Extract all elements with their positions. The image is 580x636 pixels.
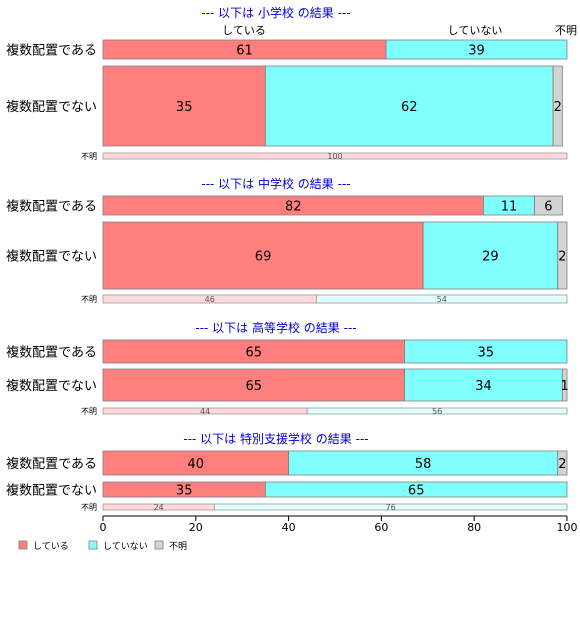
- data-label: 61: [236, 44, 253, 59]
- bar-segment: [306, 407, 568, 415]
- bar-segment: [102, 450, 290, 476]
- panel-title: --- 以下は 高等学校 の結果 ---: [195, 320, 356, 335]
- data-label: 2: [558, 250, 566, 265]
- x-tick-label: 40: [282, 521, 296, 534]
- bar-segment: [422, 221, 559, 290]
- bar-segment: [316, 294, 568, 304]
- legend-swatch: [88, 540, 98, 550]
- data-label: 65: [408, 484, 425, 499]
- data-label: 24: [154, 503, 164, 512]
- x-tick-label: 0: [100, 521, 107, 534]
- legend-label: していない: [103, 541, 148, 552]
- data-label: 34: [475, 379, 492, 394]
- data-label: 35: [176, 100, 193, 115]
- data-label: 65: [246, 346, 263, 361]
- data-label: 40: [188, 457, 205, 472]
- x-tick-label: 60: [374, 521, 388, 534]
- bar-segment: [404, 368, 563, 402]
- bar-segment: [561, 368, 568, 402]
- row-label: 複数配置でない: [6, 378, 97, 394]
- data-label: 35: [478, 346, 495, 361]
- data-label: 2: [558, 457, 566, 472]
- x-tick-label: 80: [467, 521, 481, 534]
- data-label: 82: [285, 200, 302, 215]
- row-label: 不明: [81, 407, 97, 416]
- data-label: 56: [432, 407, 442, 416]
- bar-segment: [102, 152, 568, 160]
- data-label: 54: [437, 295, 447, 304]
- bar-segment: [213, 503, 568, 511]
- bar-segment: [552, 65, 563, 147]
- bar-segment: [102, 368, 406, 402]
- data-label: 58: [415, 457, 432, 472]
- bar-segment: [404, 339, 568, 364]
- bar-segment: [385, 39, 568, 60]
- column-label-unknown: 不明: [555, 24, 577, 37]
- panel-title: --- 以下は 小学校 の結果 ---: [201, 5, 350, 20]
- data-label: 46: [205, 295, 215, 304]
- row-label: 不明: [81, 503, 97, 512]
- data-label: 100: [327, 152, 342, 161]
- legend-swatch: [18, 540, 28, 550]
- data-label: 6: [544, 200, 552, 215]
- data-label: 11: [501, 200, 518, 215]
- data-label: 1: [561, 379, 569, 394]
- panel-title: --- 以下は 特別支援学校 の結果 ---: [183, 431, 368, 446]
- data-label: 76: [386, 503, 396, 512]
- column-label-not-doing: していない: [448, 24, 503, 37]
- row-label: 複数配置でない: [6, 249, 97, 265]
- bar-segment: [102, 65, 266, 147]
- row-label: 複数配置である: [6, 199, 97, 215]
- panel-title: --- 以下は 中学校 の結果 ---: [201, 176, 350, 191]
- bar-segment: [534, 195, 563, 216]
- row-label: 複数配置でない: [6, 99, 97, 115]
- data-label: 39: [468, 44, 485, 59]
- bar-segment: [557, 221, 568, 290]
- data-label: 44: [200, 407, 210, 416]
- row-label: 不明: [81, 152, 97, 161]
- legend-label: している: [33, 541, 69, 552]
- row-label: 複数配置である: [6, 43, 97, 59]
- data-label: 69: [255, 250, 272, 265]
- data-label: 2: [554, 100, 562, 115]
- row-label: 複数配置である: [6, 345, 97, 361]
- row-label: 複数配置である: [6, 456, 97, 472]
- x-tick-label: 100: [557, 521, 578, 534]
- legend-swatch: [154, 540, 164, 550]
- row-label: 不明: [81, 295, 97, 304]
- legend-label: 不明: [169, 541, 187, 552]
- row-label: 複数配置でない: [6, 483, 97, 499]
- data-label: 65: [246, 379, 263, 394]
- column-label-doing: している: [222, 24, 266, 37]
- data-label: 29: [482, 250, 499, 265]
- x-tick-label: 20: [189, 521, 203, 534]
- data-label: 35: [176, 484, 193, 499]
- data-label: 62: [401, 100, 418, 115]
- bar-segment: [264, 481, 568, 498]
- bar-segment: [557, 450, 568, 476]
